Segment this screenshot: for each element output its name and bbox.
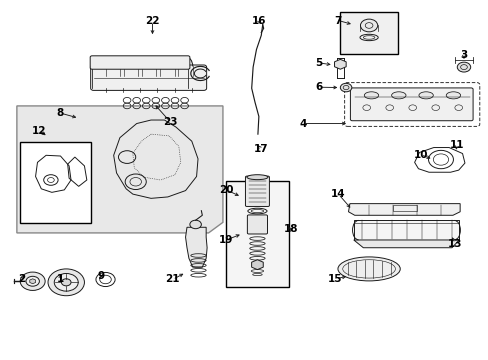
Ellipse shape bbox=[446, 92, 460, 99]
Text: 7: 7 bbox=[334, 15, 342, 26]
Circle shape bbox=[26, 276, 40, 286]
Polygon shape bbox=[353, 240, 458, 248]
Circle shape bbox=[54, 274, 78, 291]
Text: 3: 3 bbox=[459, 50, 467, 60]
FancyBboxPatch shape bbox=[245, 176, 269, 207]
Text: 20: 20 bbox=[219, 185, 233, 195]
Ellipse shape bbox=[418, 92, 432, 99]
FancyBboxPatch shape bbox=[350, 88, 472, 121]
Text: 9: 9 bbox=[97, 271, 104, 281]
Text: 4: 4 bbox=[299, 118, 306, 129]
Text: 17: 17 bbox=[253, 144, 267, 154]
Text: 14: 14 bbox=[330, 189, 345, 199]
Text: 16: 16 bbox=[251, 15, 265, 26]
Circle shape bbox=[456, 62, 470, 72]
Text: 13: 13 bbox=[447, 239, 462, 248]
Bar bbox=[226, 181, 288, 287]
Circle shape bbox=[340, 83, 351, 92]
FancyBboxPatch shape bbox=[90, 65, 206, 90]
Text: 11: 11 bbox=[449, 140, 464, 150]
Circle shape bbox=[48, 269, 84, 296]
Polygon shape bbox=[185, 227, 207, 267]
Bar bbox=[392, 206, 416, 211]
Bar bbox=[20, 142, 91, 223]
Ellipse shape bbox=[246, 175, 267, 180]
Text: 19: 19 bbox=[219, 235, 233, 245]
Polygon shape bbox=[251, 260, 263, 270]
FancyBboxPatch shape bbox=[247, 215, 267, 234]
Text: 15: 15 bbox=[327, 274, 342, 284]
Circle shape bbox=[20, 272, 45, 291]
Ellipse shape bbox=[391, 92, 405, 99]
Text: 12: 12 bbox=[32, 126, 46, 136]
Circle shape bbox=[360, 19, 377, 32]
Bar bbox=[340, 12, 397, 54]
Text: 18: 18 bbox=[284, 224, 298, 234]
Text: 5: 5 bbox=[314, 58, 322, 68]
Text: 23: 23 bbox=[163, 117, 177, 127]
Polygon shape bbox=[17, 106, 223, 233]
Text: 22: 22 bbox=[145, 16, 160, 26]
Text: 8: 8 bbox=[56, 108, 63, 118]
Ellipse shape bbox=[364, 92, 378, 99]
Polygon shape bbox=[348, 204, 459, 215]
Text: 6: 6 bbox=[314, 82, 322, 92]
FancyBboxPatch shape bbox=[90, 56, 189, 69]
Polygon shape bbox=[30, 279, 36, 284]
Polygon shape bbox=[334, 59, 346, 69]
Ellipse shape bbox=[337, 257, 399, 281]
Text: 2: 2 bbox=[18, 274, 25, 284]
Polygon shape bbox=[353, 220, 458, 240]
Text: 10: 10 bbox=[413, 150, 427, 159]
Circle shape bbox=[61, 279, 71, 286]
Text: 1: 1 bbox=[56, 274, 63, 284]
Circle shape bbox=[189, 220, 201, 229]
Text: 21: 21 bbox=[165, 274, 180, 284]
